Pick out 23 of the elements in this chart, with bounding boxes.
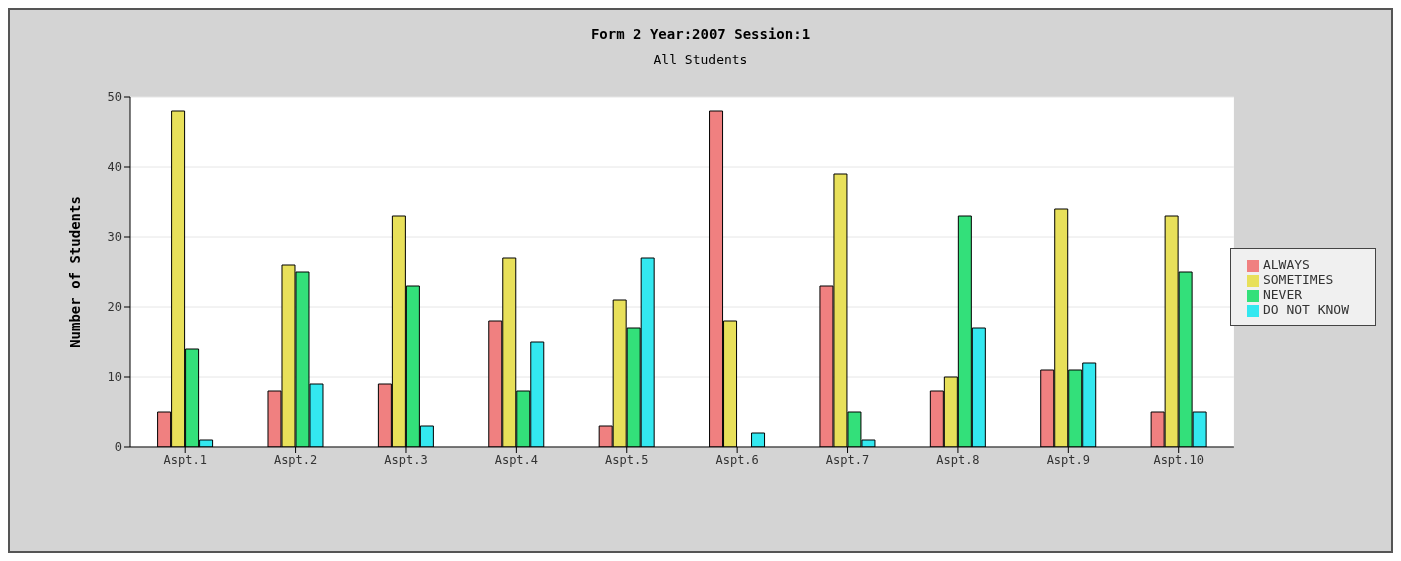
y-tick-label: 0 bbox=[114, 440, 122, 455]
x-tick-label: Aspt.8 bbox=[936, 452, 980, 467]
x-tick-label: Aspt.2 bbox=[273, 452, 318, 467]
chart-title: Form 2 Year:2007 Session:1 bbox=[589, 25, 812, 42]
y-axis-title: Number of Students bbox=[66, 196, 83, 348]
x-tick-label: Aspt.1 bbox=[163, 452, 207, 467]
x-tick-label: Aspt.7 bbox=[825, 452, 870, 467]
legend-label: SOMETIMES bbox=[1262, 272, 1334, 287]
y-tick-label: 50 bbox=[107, 90, 122, 105]
x-tick-label: Aspt.5 bbox=[605, 452, 649, 467]
x-tick-label: Aspt.9 bbox=[1046, 452, 1090, 467]
chart-subtitle: All Students bbox=[652, 51, 749, 67]
legend-label: ALWAYS bbox=[1262, 257, 1310, 272]
y-tick-label: 40 bbox=[107, 160, 122, 175]
x-tick-label: Aspt.10 bbox=[1153, 452, 1204, 467]
y-tick-label: 10 bbox=[107, 370, 122, 385]
x-tick-label: Aspt.6 bbox=[715, 452, 759, 467]
legend-label: DO NOT KNOW bbox=[1262, 302, 1349, 317]
x-tick-label: Aspt.3 bbox=[384, 452, 428, 467]
x-tick-label: Aspt.4 bbox=[494, 452, 539, 467]
y-tick-label: 30 bbox=[107, 230, 122, 245]
y-tick-label: 20 bbox=[107, 300, 122, 315]
legend-label: NEVER bbox=[1262, 287, 1303, 302]
